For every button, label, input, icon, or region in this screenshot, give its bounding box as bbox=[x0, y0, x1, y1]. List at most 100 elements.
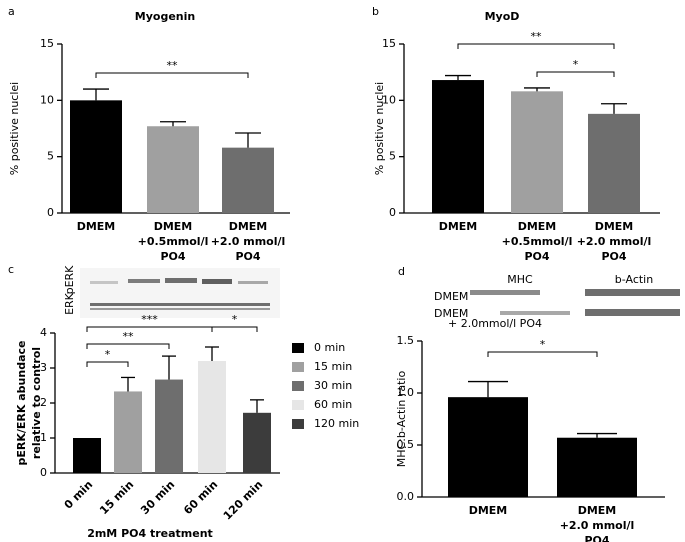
significance-bracket bbox=[86, 326, 213, 332]
x-tick-label: PO4 bbox=[584, 534, 609, 542]
legend-label: 0 min bbox=[314, 341, 345, 354]
x-tick-label: 15 min bbox=[97, 478, 136, 517]
significance-label: ** bbox=[531, 30, 543, 43]
significance-bracket bbox=[487, 351, 598, 357]
legend-label: 60 min bbox=[314, 398, 352, 411]
bar bbox=[432, 80, 484, 213]
x-axis-label: 2mM PO4 treatment bbox=[87, 527, 213, 540]
significance-bracket bbox=[86, 343, 170, 349]
blot-label: DMEM bbox=[434, 307, 468, 320]
y-axis-label: MHC:b-Actin ratio bbox=[395, 371, 408, 468]
x-tick-label: 30 min bbox=[138, 478, 177, 517]
y-tick-label: 15 bbox=[40, 37, 54, 50]
bar bbox=[70, 100, 122, 213]
blot-label: DMEM bbox=[434, 290, 468, 303]
x-tick-label: +2.0 mmol/l bbox=[211, 235, 286, 248]
bar bbox=[557, 437, 637, 497]
significance-bracket bbox=[211, 326, 258, 332]
bar bbox=[448, 397, 528, 497]
x-tick-label: DMEM bbox=[518, 220, 557, 233]
y-tick-label: 0.5 bbox=[397, 438, 415, 451]
y-tick-label: 3 bbox=[40, 361, 47, 374]
x-tick-label: 60 min bbox=[181, 478, 220, 517]
x-tick-label: +0.5mmol/l bbox=[138, 235, 209, 248]
bar bbox=[147, 126, 199, 213]
x-tick-label: PO4 bbox=[160, 250, 185, 263]
x-tick-label: DMEM bbox=[578, 504, 617, 517]
blot-d bbox=[470, 289, 680, 316]
x-tick-label: +0.5mmol/l bbox=[502, 235, 573, 248]
y-tick-label: 4 bbox=[40, 326, 47, 339]
x-tick-label: 0 min bbox=[62, 478, 96, 512]
bar bbox=[73, 438, 101, 473]
blot-label: pERK bbox=[63, 265, 76, 295]
significance-bracket bbox=[86, 361, 129, 367]
y-tick-label: 1.5 bbox=[397, 334, 415, 347]
x-tick-label: +2.0 mmol/l bbox=[560, 519, 635, 532]
chart-title: MyoD bbox=[485, 10, 520, 23]
blot-label: b-Actin bbox=[615, 273, 653, 286]
significance-bracket bbox=[536, 71, 615, 77]
legend-label: 30 min bbox=[314, 379, 352, 392]
x-tick-label: PO4 bbox=[524, 250, 549, 263]
y-tick-label: 0.0 bbox=[397, 490, 415, 503]
legend-swatch bbox=[292, 362, 304, 372]
legend-swatch bbox=[292, 419, 304, 429]
bar bbox=[155, 379, 183, 473]
blot-label: + 2.0mmol/l PO4 bbox=[448, 317, 542, 330]
blot-c bbox=[80, 268, 280, 318]
x-tick-label: +2.0 mmol/l bbox=[577, 235, 652, 248]
y-tick-label: 1.0 bbox=[397, 386, 415, 399]
x-tick-label: DMEM bbox=[154, 220, 193, 233]
legend-swatch bbox=[292, 343, 304, 353]
y-tick-label: 10 bbox=[40, 93, 54, 106]
x-tick-label: PO4 bbox=[601, 250, 626, 263]
significance-label: * bbox=[540, 338, 546, 351]
panel-label: a bbox=[8, 5, 15, 18]
y-axis-label: % positive nuclei bbox=[373, 82, 386, 175]
legend-swatch bbox=[292, 400, 304, 410]
bar bbox=[511, 91, 563, 213]
x-tick-label: PO4 bbox=[235, 250, 260, 263]
y-tick-label: 0 bbox=[389, 206, 396, 219]
legend-label: 15 min bbox=[314, 360, 352, 373]
y-axis-label: % positive nuclei bbox=[8, 82, 21, 175]
significance-label: * bbox=[105, 348, 111, 361]
legend-swatch bbox=[292, 381, 304, 391]
x-tick-label: DMEM bbox=[469, 504, 508, 517]
x-tick-label: DMEM bbox=[439, 220, 478, 233]
y-tick-label: 5 bbox=[47, 150, 54, 163]
significance-label: * bbox=[573, 58, 579, 71]
chart-title: Myogenin bbox=[135, 10, 195, 23]
blot-label: MHC bbox=[507, 273, 533, 286]
panel-label: d bbox=[398, 265, 405, 278]
x-tick-label: DMEM bbox=[595, 220, 634, 233]
y-tick-label: 2 bbox=[40, 396, 47, 409]
panel-label: c bbox=[8, 263, 14, 276]
bar bbox=[588, 113, 640, 213]
y-tick-label: 15 bbox=[382, 37, 396, 50]
x-tick-label: DMEM bbox=[229, 220, 268, 233]
significance-label: * bbox=[232, 313, 238, 326]
significance-label: ** bbox=[123, 330, 135, 343]
y-tick-label: 0 bbox=[47, 206, 54, 219]
y-tick-label: 0 bbox=[40, 466, 47, 479]
bar bbox=[243, 412, 271, 473]
bar bbox=[222, 147, 274, 213]
blot-label: ERK bbox=[63, 292, 76, 315]
y-tick-label: 1 bbox=[40, 431, 47, 444]
y-tick-label: 5 bbox=[389, 150, 396, 163]
y-tick-label: 10 bbox=[382, 93, 396, 106]
bar bbox=[198, 361, 226, 473]
x-tick-label: DMEM bbox=[77, 220, 116, 233]
significance-bracket bbox=[95, 72, 249, 78]
significance-label: *** bbox=[141, 313, 158, 326]
significance-bracket bbox=[457, 43, 615, 49]
legend-label: 120 min bbox=[314, 417, 359, 430]
y-axis-label: relative to control bbox=[30, 347, 43, 459]
x-tick-label: 120 min bbox=[221, 478, 265, 522]
panel-label: b bbox=[372, 5, 379, 18]
bar bbox=[114, 391, 142, 473]
significance-label: ** bbox=[167, 59, 179, 72]
